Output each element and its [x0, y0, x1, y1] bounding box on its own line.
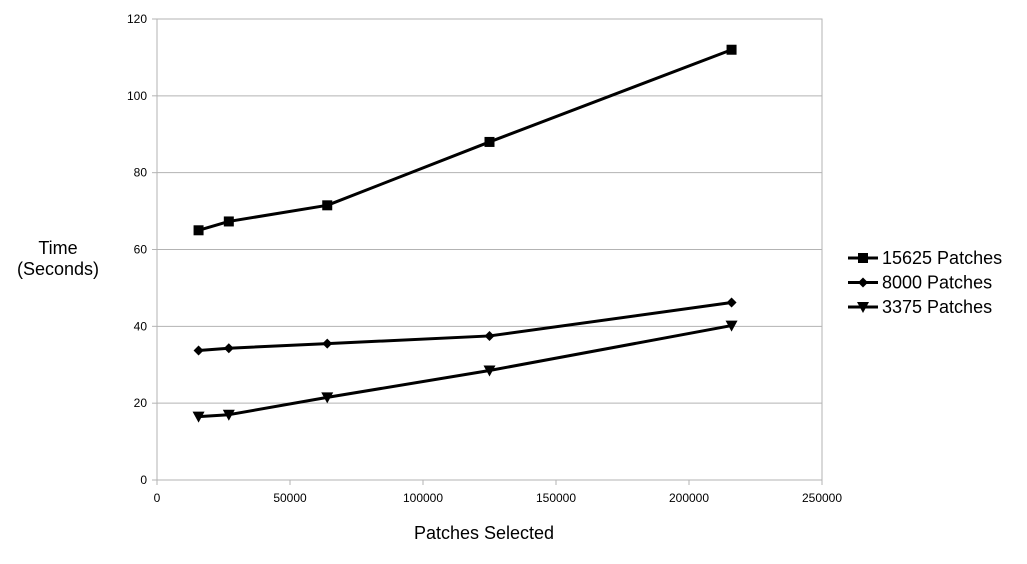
data-point-0-3 — [484, 136, 495, 147]
x-axis-ticks: 0 50000 100000 150000 200000 250000 — [154, 480, 842, 505]
x-axis-title: Patches Selected — [414, 523, 554, 543]
data-point-0-0 — [193, 225, 204, 236]
legend-marker-2 — [857, 302, 869, 313]
y-axis-ticks: 0 20 40 60 80 100 120 — [127, 12, 157, 487]
legend-marker-0 — [858, 253, 868, 263]
y-tick-label: 100 — [127, 89, 147, 103]
series-group — [192, 44, 738, 423]
data-point-2-4 — [725, 320, 738, 332]
x-tick-label: 200000 — [669, 491, 709, 505]
y-axis-title-line-2: (Seconds) — [17, 259, 99, 279]
data-point-1-1 — [223, 343, 234, 354]
y-tick-label: 0 — [140, 473, 147, 487]
legend-label-0: 15625 Patches — [882, 248, 1002, 268]
x-tick-label: 100000 — [403, 491, 443, 505]
y-axis-title-line-1: Time — [38, 238, 77, 258]
y-tick-label: 40 — [134, 319, 148, 333]
y-tick-label: 120 — [127, 12, 147, 26]
x-tick-label: 150000 — [536, 491, 576, 505]
x-tick-label: 0 — [154, 491, 161, 505]
data-point-0-1 — [223, 216, 234, 227]
data-point-2-3 — [483, 365, 496, 377]
data-point-1-0 — [193, 345, 204, 356]
x-tick-label: 250000 — [802, 491, 842, 505]
data-point-2-2 — [321, 392, 334, 404]
legend-marker-1 — [858, 277, 868, 288]
y-tick-label: 80 — [134, 166, 148, 180]
series-line-0 — [198, 48, 733, 232]
data-point-1-2 — [322, 338, 333, 349]
series-0 — [193, 44, 737, 236]
legend-label-2: 3375 Patches — [882, 297, 992, 317]
data-point-2-0 — [192, 411, 205, 423]
data-point-1-3 — [484, 330, 495, 341]
data-point-1-4 — [726, 297, 737, 308]
legend-label-1: 8000 Patches — [882, 273, 992, 293]
data-point-0-2 — [322, 200, 333, 211]
x-tick-label: 50000 — [273, 491, 307, 505]
data-point-0-4 — [726, 44, 737, 55]
data-point-2-1 — [222, 409, 235, 421]
y-tick-label: 60 — [134, 243, 148, 257]
legend: 15625 Patches 8000 Patches 3375 Patches — [848, 248, 1002, 317]
series-2 — [192, 320, 738, 423]
y-tick-label: 20 — [134, 396, 148, 410]
series-1 — [193, 297, 737, 356]
